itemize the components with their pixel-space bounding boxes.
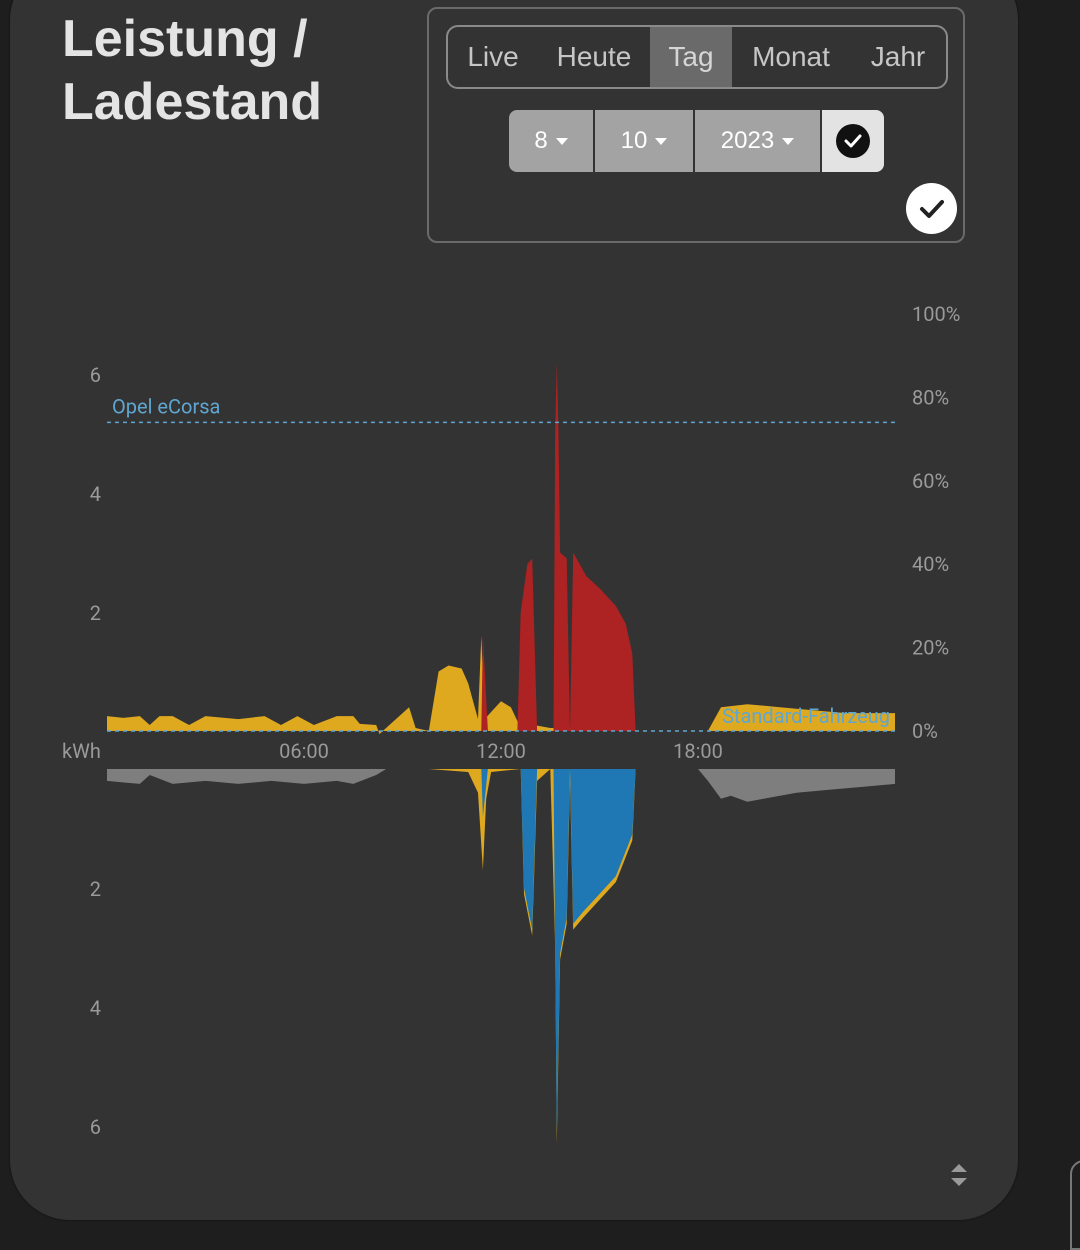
chevron-down-icon <box>655 137 668 145</box>
tab-tag[interactable]: Tag <box>650 27 732 87</box>
y-left-tick-upper: 2 <box>90 601 101 625</box>
apply-date-button[interactable] <box>822 110 884 172</box>
day-select[interactable]: 8 <box>509 110 593 172</box>
y-left-tick-lower: 4 <box>90 996 101 1020</box>
check-icon <box>919 199 944 218</box>
month-select[interactable]: 10 <box>595 110 693 172</box>
check-circle-icon <box>836 124 870 158</box>
series-area-pv_upper <box>107 635 895 734</box>
tab-heute[interactable]: Heute <box>556 41 632 72</box>
x-axis-label: kWh <box>62 739 101 763</box>
year-select[interactable]: 2023 <box>695 110 820 172</box>
soc-label-standard: Standard-Fahrzeug <box>722 704 890 728</box>
year-value: 2023 <box>720 127 775 154</box>
x-tick-label: 12:00 <box>476 739 526 763</box>
y-left-tick-upper: 6 <box>90 363 101 387</box>
chevron-down-icon <box>782 137 795 145</box>
y-right-tick: 40% <box>912 552 949 576</box>
card-title-line1: Leistung / <box>62 10 308 68</box>
tab-jahr[interactable]: Jahr <box>870 41 926 72</box>
energy-card <box>10 0 1018 1220</box>
y-right-tick: 80% <box>912 385 949 409</box>
series-area-battery_charge <box>481 769 636 1132</box>
y-right-tick: 100% <box>912 302 960 326</box>
range-tabs: Live Heute Tag Monat Jahr <box>446 25 948 89</box>
period-selector-panel <box>427 7 965 243</box>
y-right-tick: 0% <box>912 719 938 743</box>
y-left-tick-upper: 4 <box>90 482 101 506</box>
resize-handle-icon[interactable] <box>948 1161 970 1194</box>
x-tick-label: 06:00 <box>279 739 329 763</box>
tab-live[interactable]: Live <box>467 41 519 72</box>
month-value: 10 <box>620 127 648 154</box>
confirm-check-button[interactable] <box>906 183 957 234</box>
y-right-tick: 20% <box>912 636 949 660</box>
card-title: Leistung / Ladestand <box>62 8 402 134</box>
y-left-tick-lower: 6 <box>90 1115 101 1139</box>
day-value: 8 <box>534 127 548 154</box>
tab-monat[interactable]: Monat <box>752 41 830 72</box>
card-title-line2: Ladestand <box>62 73 323 131</box>
next-card-edge <box>1070 1160 1080 1250</box>
y-right-tick: 60% <box>912 469 949 493</box>
soc-label-opel: Opel eCorsa <box>112 394 220 418</box>
y-left-tick-lower: 2 <box>90 877 101 901</box>
x-tick-label: 18:00 <box>673 739 723 763</box>
chevron-down-icon <box>555 137 568 145</box>
series-area-battery_discharge <box>481 362 636 731</box>
series-area-grid_import <box>107 769 895 802</box>
date-picker: 8 10 2023 <box>509 110 884 172</box>
